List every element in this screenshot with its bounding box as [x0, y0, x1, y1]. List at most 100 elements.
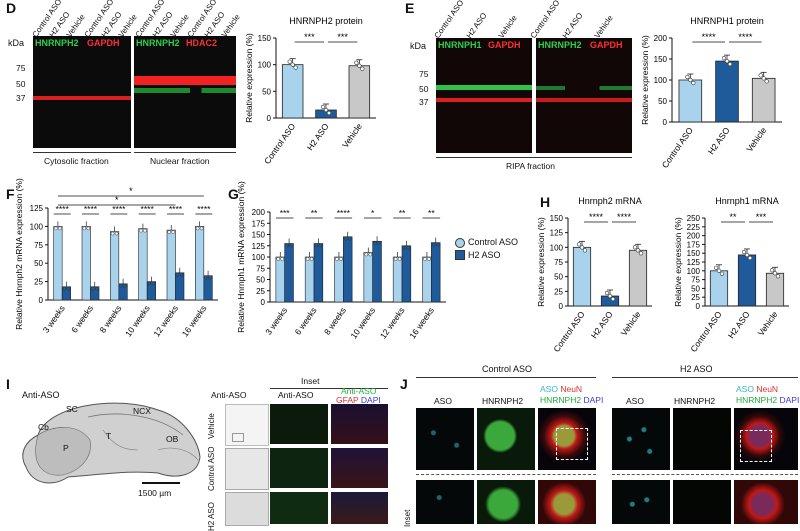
legend-item-h2: H2 ASO — [455, 250, 518, 261]
legend-label: H2 ASO — [468, 249, 501, 260]
bar — [401, 245, 412, 303]
micrograph-inset — [538, 480, 596, 524]
data-point — [393, 257, 398, 261]
hnrnph1-band — [436, 85, 532, 90]
bar — [90, 286, 100, 301]
bar — [363, 252, 373, 303]
data-point — [635, 248, 641, 253]
marker-75-d: 75 — [16, 63, 26, 73]
y-tick-label: 25 — [256, 287, 265, 296]
bar — [751, 77, 776, 123]
col-header-anti-aso: Anti-ASO — [211, 390, 247, 400]
micrograph — [331, 492, 388, 524]
x-tick-label: 6 weeks — [293, 305, 319, 336]
bar — [765, 272, 785, 307]
hnrnph2-band — [536, 86, 632, 90]
x-tick-label: Vehicle — [340, 121, 364, 149]
data-point — [347, 236, 352, 241]
significance-label: **** — [141, 204, 155, 214]
bar — [315, 109, 337, 119]
x-tick-label: Vehicle — [619, 309, 643, 337]
micrograph-merge-control — [538, 408, 596, 470]
data-point — [280, 257, 285, 261]
y-axis-label: Relative expression (%) — [244, 33, 254, 123]
bar — [284, 243, 294, 303]
lane-label: H2 ASO — [464, 11, 489, 40]
bar — [678, 79, 703, 123]
data-point — [638, 251, 644, 256]
y-tick-label: 175 — [252, 219, 266, 228]
inset-rule — [270, 388, 388, 389]
inset-connector — [612, 474, 798, 475]
region-cb: Cb — [38, 422, 49, 432]
bar — [422, 256, 432, 303]
data-point — [610, 296, 616, 302]
data-point — [724, 58, 730, 64]
lane-label: Control ASO — [528, 0, 562, 41]
group-header-h2: H2 ASO — [680, 364, 713, 374]
data-point — [769, 268, 775, 273]
data-point — [147, 281, 152, 286]
region-ncx: NCX — [133, 406, 151, 416]
data-point — [276, 257, 281, 261]
significance-label: **** — [56, 204, 70, 214]
data-point — [139, 228, 143, 233]
kda-label-e: kDa — [410, 41, 427, 51]
bar — [304, 256, 315, 303]
chart-title: HNRNPH1 protein — [690, 16, 764, 26]
x-tick-label: Control ASO — [660, 125, 696, 170]
y-tick-label: 50 — [256, 276, 265, 285]
x-tick-label: 8 weeks — [322, 305, 348, 336]
y-tick-label: 50 — [554, 273, 563, 282]
data-point — [431, 242, 436, 247]
data-point — [287, 59, 292, 64]
y-tick-label: 50 — [658, 97, 667, 106]
data-point — [110, 231, 115, 236]
data-point — [320, 104, 326, 110]
marker-50-e: 50 — [419, 84, 429, 94]
x-tick-label: 8 weeks — [97, 303, 123, 334]
western-blot-ripa-1: HNRNPH1 GAPDH — [436, 38, 532, 153]
data-point — [721, 55, 727, 61]
significance-label: ** — [399, 208, 406, 218]
micrograph — [331, 404, 388, 444]
y-tick-label: 0 — [261, 298, 266, 307]
data-point — [143, 228, 147, 233]
significance-label: **** — [738, 32, 753, 42]
data-point — [293, 65, 298, 70]
y-axis-label: Relative Hnrnph1 mRNA expression (%) — [236, 181, 246, 333]
western-blot-cytosolic: HNRNPH2 GAPDH — [33, 36, 131, 148]
y-tick-label: 50 — [262, 87, 271, 96]
chart-title: HNRNPH2 protein — [289, 16, 363, 26]
significance-label: * — [129, 186, 133, 196]
bar — [53, 226, 63, 301]
blot-label-red: GAPDH — [87, 38, 120, 48]
bar — [195, 226, 205, 301]
data-point — [208, 275, 212, 280]
data-point — [343, 236, 348, 241]
col-header-merge-2: GFAP DAPI — [336, 395, 381, 405]
data-point — [406, 245, 411, 250]
ihc-image — [225, 448, 269, 490]
blot-caption-cytosolic: Cytosolic fraction — [44, 156, 109, 166]
scale-bar-label: 1500 µm — [138, 488, 172, 498]
col-aso-2: ASO — [626, 396, 644, 406]
x-tick-label: Control ASO — [262, 121, 298, 166]
aso-label: ASO — [736, 384, 754, 394]
data-point — [199, 226, 204, 231]
bar — [431, 242, 441, 303]
bar — [392, 256, 403, 303]
data-point — [688, 77, 693, 83]
bar — [61, 286, 71, 301]
blot-label-green: HNRNPH2 — [35, 38, 79, 48]
region-p: P — [63, 443, 69, 453]
panel-letter-f: F — [6, 186, 15, 202]
data-point — [423, 257, 427, 261]
data-point — [764, 79, 769, 84]
micrograph-hnrnph2-h2 — [673, 408, 731, 470]
neun-label: NeuN — [756, 384, 779, 394]
y-tick-label: 50 — [34, 259, 43, 268]
lane-label: Control ASO — [432, 0, 466, 41]
row-label-vehicle: Vehicle — [207, 413, 216, 439]
y-tick-label: 125 — [550, 229, 564, 238]
